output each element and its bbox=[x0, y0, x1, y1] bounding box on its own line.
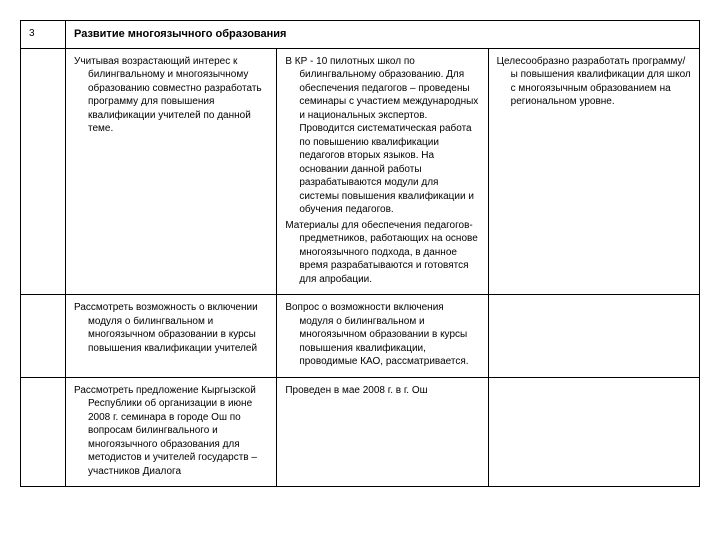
cell-col-c: Целесообразно разработать программу/ы по… bbox=[488, 48, 699, 295]
section-number-cell: 3 bbox=[21, 21, 66, 49]
cell-col-a: Рассмотреть предложение Кыргызской Респу… bbox=[66, 377, 277, 487]
section-title: Развитие многоязычного образования bbox=[74, 28, 286, 40]
row-number-cell bbox=[21, 377, 66, 487]
cell-text: В КР - 10 пилотных школ по билингвальном… bbox=[285, 55, 479, 217]
section-header-row: 3 Развитие многоязычного образования bbox=[21, 21, 700, 49]
cell-text: Материалы для обеспечения педагогов-пред… bbox=[285, 219, 479, 287]
cell-col-b: В КР - 10 пилотных школ по билингвальном… bbox=[277, 48, 488, 295]
cell-col-c bbox=[488, 295, 699, 378]
cell-col-b: Проведен в мае 2008 г. в г. Ош bbox=[277, 377, 488, 487]
section-number: 3 bbox=[29, 28, 35, 39]
cell-text: Проведен в мае 2008 г. в г. Ош bbox=[285, 384, 479, 398]
row-number-cell bbox=[21, 295, 66, 378]
cell-col-b: Вопрос о возможности включения модуля о … bbox=[277, 295, 488, 378]
cell-text: Рассмотреть возможность о включении моду… bbox=[74, 301, 268, 355]
cell-text: Учитывая возрастающий интерес к билингва… bbox=[74, 55, 268, 136]
cell-col-a: Рассмотреть возможность о включении моду… bbox=[66, 295, 277, 378]
cell-col-c bbox=[488, 377, 699, 487]
cell-text: Вопрос о возможности включения модуля о … bbox=[285, 301, 479, 369]
cell-text: Рассмотреть предложение Кыргызской Респу… bbox=[74, 384, 268, 479]
cell-text: Целесообразно разработать программу/ы по… bbox=[497, 55, 691, 109]
main-table: 3 Развитие многоязычного образования Учи… bbox=[20, 20, 700, 487]
table-row: Учитывая возрастающий интерес к билингва… bbox=[21, 48, 700, 295]
table-row: Рассмотреть предложение Кыргызской Респу… bbox=[21, 377, 700, 487]
cell-col-a: Учитывая возрастающий интерес к билингва… bbox=[66, 48, 277, 295]
table-row: Рассмотреть возможность о включении моду… bbox=[21, 295, 700, 378]
section-title-cell: Развитие многоязычного образования bbox=[66, 21, 700, 49]
page-container: 3 Развитие многоязычного образования Учи… bbox=[20, 20, 700, 487]
row-number-cell bbox=[21, 48, 66, 295]
